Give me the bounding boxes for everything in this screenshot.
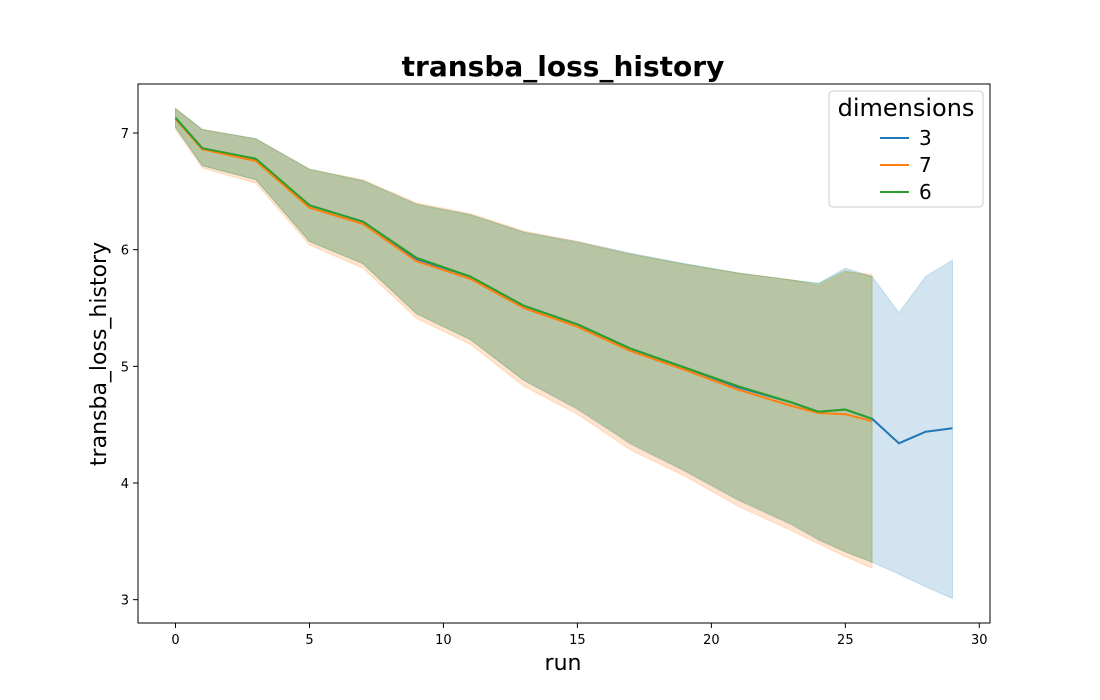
y-tick-label: 5 xyxy=(121,360,129,375)
x-tick-label: 20 xyxy=(703,633,720,648)
y-tick-label: 7 xyxy=(121,127,129,142)
x-tick-label: 0 xyxy=(171,633,179,648)
y-tick-label: 4 xyxy=(121,477,129,492)
x-axis-label: run xyxy=(545,651,582,676)
x-axis: 0 5 10 15 20 25 30 xyxy=(171,623,988,648)
plot-frame xyxy=(137,83,991,624)
legend-items: 3 7 6 xyxy=(880,126,932,204)
confidence-band-series-7 xyxy=(175,107,873,569)
confidence-band-series-3 xyxy=(175,107,953,600)
x-tick-label: 5 xyxy=(305,633,313,648)
y-axis-label: transba_loss_history xyxy=(87,242,112,466)
series-lines xyxy=(174,117,953,445)
legend-title: dimensions xyxy=(838,94,975,122)
series-line-7 xyxy=(174,118,873,423)
confidence-band-series-6 xyxy=(175,107,873,564)
x-tick-label: 15 xyxy=(569,633,586,648)
y-tick-label: 6 xyxy=(121,244,129,259)
legend-label-3: 3 xyxy=(919,126,932,150)
chart-title: transba_loss_history xyxy=(402,50,725,83)
confidence-bands xyxy=(175,107,953,600)
legend-label-7: 7 xyxy=(919,153,932,177)
x-tick-label: 30 xyxy=(971,633,988,648)
y-tick-label: 3 xyxy=(121,594,129,609)
legend-label-6: 6 xyxy=(919,180,932,204)
series-line-6 xyxy=(174,117,873,420)
y-axis: 3 4 5 6 7 xyxy=(121,127,138,609)
x-tick-label: 10 xyxy=(435,633,452,648)
legend-box xyxy=(828,90,984,208)
legend: dimensions 3 7 6 xyxy=(828,90,984,208)
plot-area xyxy=(137,83,991,624)
x-tick-label: 25 xyxy=(837,633,854,648)
